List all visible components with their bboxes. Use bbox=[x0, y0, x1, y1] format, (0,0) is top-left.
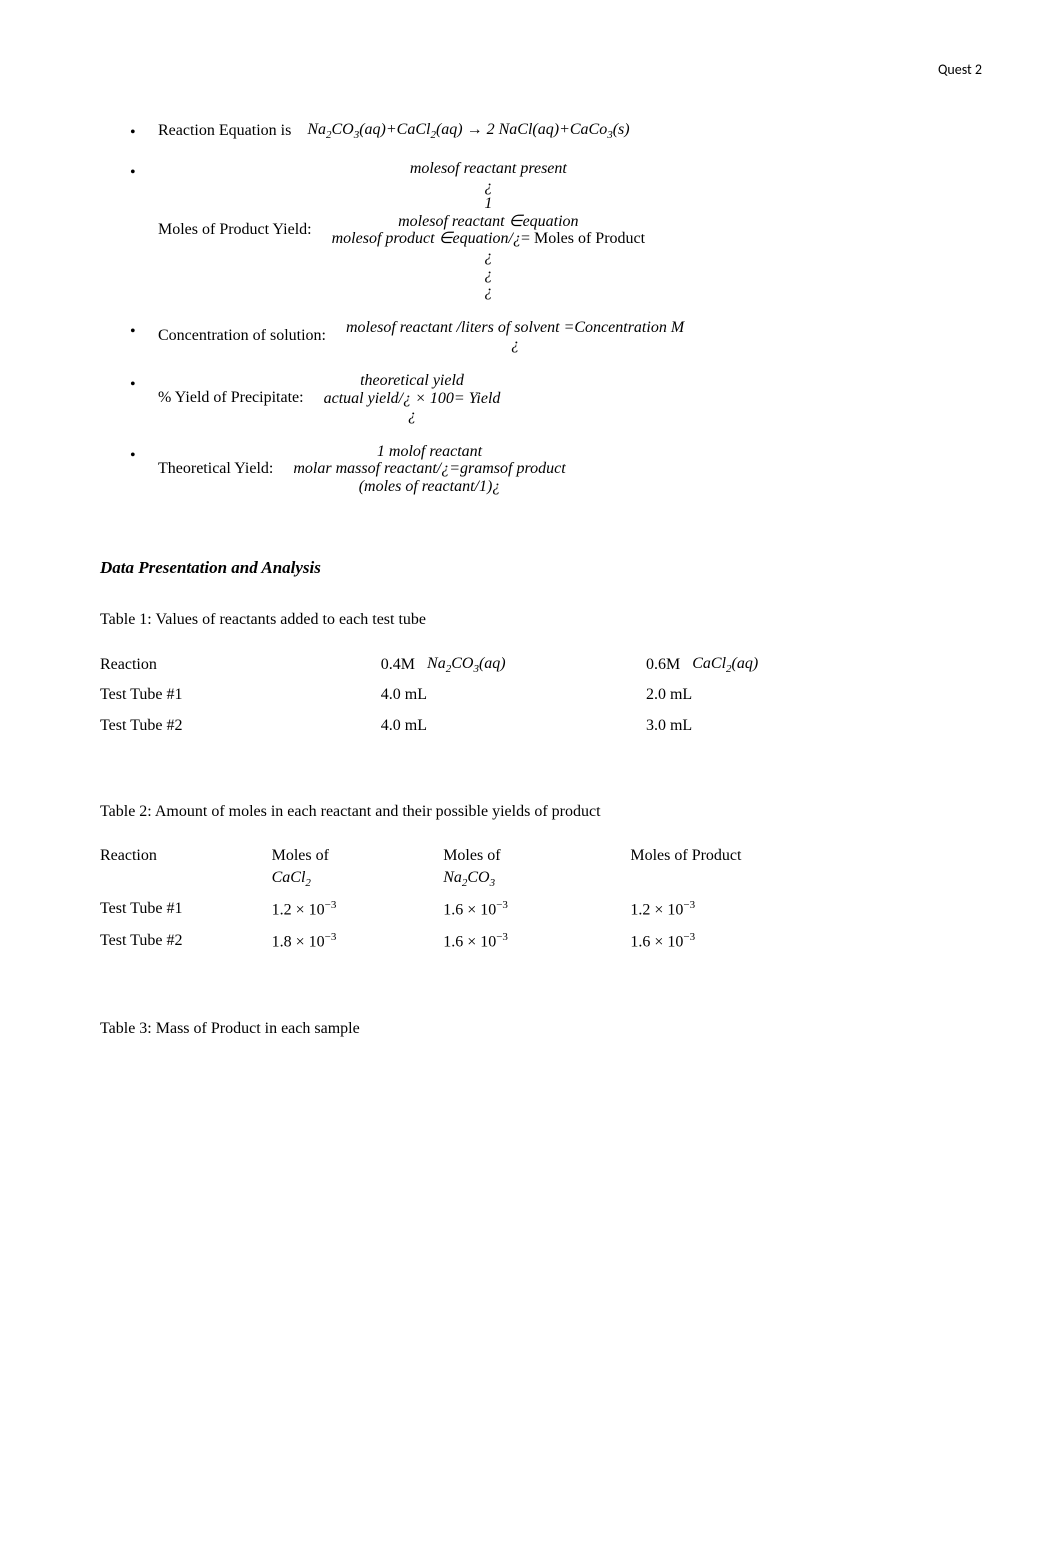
percent-yield-label: % Yield of Precipitate: bbox=[158, 387, 304, 409]
section-heading: Data Presentation and Analysis bbox=[100, 556, 982, 580]
cell: 1.2 × 10−3 bbox=[630, 894, 880, 926]
table1-caption: Table 1: Values of reactants added to ea… bbox=[100, 609, 982, 631]
cell: 4.0 mL bbox=[381, 680, 646, 710]
table-row: Test Tube #1 4.0 mL 2.0 mL bbox=[100, 680, 880, 710]
formula-line: molesof reactant present bbox=[410, 160, 567, 178]
table2-header-a: Moles of CaCl2 bbox=[272, 841, 444, 894]
percent-yield-formula: theoretical yield actual yield/¿ × 100= … bbox=[324, 372, 501, 425]
table2-caption: Table 2: Amount of moles in each reactan… bbox=[100, 801, 982, 823]
table-row: Test Tube #1 1.2 × 10−3 1.6 × 10−3 1.2 ×… bbox=[100, 894, 880, 926]
formula-line: (moles of reactant/1)¿ bbox=[359, 478, 501, 496]
formula-line: molesof product ∈equation/¿= Moles of Pr… bbox=[332, 230, 645, 248]
table2-header-b-line1: Moles of bbox=[443, 847, 500, 864]
formula-line: molesof reactant /liters of solvent =Con… bbox=[346, 319, 684, 337]
calculation-list: Reaction Equation is Na2CO3(aq)+CaCl2(aq… bbox=[100, 120, 982, 496]
cell: 1.6 × 10−3 bbox=[630, 926, 880, 958]
table-row: Test Tube #2 1.8 × 10−3 1.6 × 10−3 1.6 ×… bbox=[100, 926, 880, 958]
formula-line: ¿ bbox=[484, 266, 492, 284]
table2-header-b: Moles of Na2CO3 bbox=[443, 841, 630, 894]
concentration-label: Concentration of solution: bbox=[158, 325, 326, 347]
table1: Reaction 0.4M Na2CO3(aq) 0.6M CaCl2(aq) … bbox=[100, 650, 880, 741]
cell: Test Tube #1 bbox=[100, 680, 381, 710]
table3-caption: Table 3: Mass of Product in each sample bbox=[100, 1018, 982, 1040]
bullet-moles-product-yield: Moles of Product Yield: molesof reactant… bbox=[130, 160, 982, 301]
table1-header-a: 0.4M Na2CO3(aq) bbox=[381, 650, 646, 681]
formula-line: 1 molof reactant bbox=[377, 443, 482, 461]
formula-line: ¿ bbox=[408, 407, 416, 425]
table1-header-b-formula: CaCl2(aq) bbox=[692, 654, 758, 676]
page-header: Quest 2 bbox=[100, 60, 982, 80]
reaction-equation-label: Reaction Equation is bbox=[158, 120, 291, 142]
concentration-formula: molesof reactant /liters of solvent =Con… bbox=[346, 319, 684, 354]
table1-header-a-formula: Na2CO3(aq) bbox=[427, 654, 506, 676]
cell: 3.0 mL bbox=[646, 711, 880, 741]
bullet-concentration: Concentration of solution: molesof react… bbox=[130, 319, 982, 354]
table1-header-a-prefix: 0.4M bbox=[381, 656, 415, 673]
cell: Test Tube #2 bbox=[100, 711, 381, 741]
bullet-reaction-equation: Reaction Equation is Na2CO3(aq)+CaCl2(aq… bbox=[130, 120, 982, 143]
table1-header-b-prefix: 0.6M bbox=[646, 656, 680, 673]
formula-line: molesof reactant ∈equation bbox=[398, 213, 578, 231]
reaction-equation-formula: Na2CO3(aq)+CaCl2(aq) → 2 NaCl(aq)+CaCo3(… bbox=[307, 120, 629, 142]
cell: 4.0 mL bbox=[381, 711, 646, 741]
table1-header-reaction: Reaction bbox=[100, 650, 381, 681]
table1-header-b: 0.6M CaCl2(aq) bbox=[646, 650, 880, 681]
moles-product-yield-label: Moles of Product Yield: bbox=[158, 219, 312, 241]
cell: 1.8 × 10−3 bbox=[272, 926, 444, 958]
table-row: Test Tube #2 4.0 mL 3.0 mL bbox=[100, 711, 880, 741]
moles-product-yield-formula: molesof reactant present ¿ 1 molesof rea… bbox=[332, 160, 645, 301]
bullet-percent-yield: % Yield of Precipitate: theoretical yiel… bbox=[130, 372, 982, 425]
formula-line: molar massof reactant/¿=gramsof product bbox=[293, 460, 565, 478]
formula-line: actual yield/¿ × 100= Yield bbox=[324, 390, 501, 408]
cell: Test Tube #2 bbox=[100, 926, 272, 958]
table2-header-a-line1: Moles of bbox=[272, 847, 329, 864]
formula-line: ¿ bbox=[484, 283, 492, 301]
table2-header-reaction: Reaction bbox=[100, 841, 272, 894]
formula-line: theoretical yield bbox=[360, 372, 464, 390]
cell: 1.6 × 10−3 bbox=[443, 926, 630, 958]
formula-span: molesof product ∈equation/¿ bbox=[332, 230, 521, 247]
formula-line: ¿ bbox=[484, 178, 492, 196]
table2: Reaction Moles of CaCl2 Moles of Na2CO3 … bbox=[100, 841, 880, 957]
bullet-theoretical-yield: Theoretical Yield: 1 molof reactant mola… bbox=[130, 443, 982, 496]
cell: 2.0 mL bbox=[646, 680, 880, 710]
cell: 1.6 × 10−3 bbox=[443, 894, 630, 926]
formula-line: ¿ bbox=[484, 248, 492, 266]
theoretical-yield-formula: 1 molof reactant molar massof reactant/¿… bbox=[293, 443, 565, 496]
formula-line: 1 bbox=[484, 195, 492, 213]
table2-header-c: Moles of Product bbox=[630, 841, 880, 894]
formula-span: = Moles of Product bbox=[521, 230, 645, 247]
page-header-label: Quest 2 bbox=[938, 61, 982, 78]
table2-header-b-formula: Na2CO3 bbox=[443, 868, 495, 890]
cell: Test Tube #1 bbox=[100, 894, 272, 926]
theoretical-yield-label: Theoretical Yield: bbox=[158, 458, 273, 480]
table2-header-a-formula: CaCl2 bbox=[272, 868, 311, 890]
cell: 1.2 × 10−3 bbox=[272, 894, 444, 926]
formula-line: ¿ bbox=[511, 336, 519, 354]
